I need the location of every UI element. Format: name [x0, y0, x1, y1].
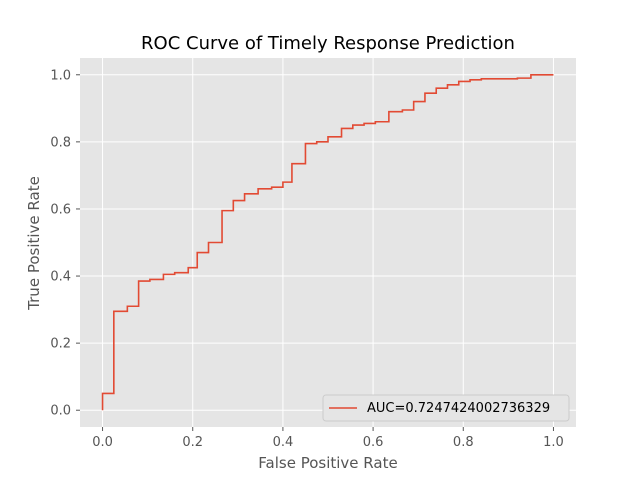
series-layer [101, 73, 554, 411]
y-tick-label: 0.2 [50, 337, 71, 352]
legend-box [322, 394, 570, 422]
chart-title: ROC Curve of Timely Response Prediction [141, 33, 515, 54]
x-tick-label: 0.2 [182, 435, 203, 450]
x-tick-label: 0.6 [363, 435, 384, 450]
legend-label: AUC=0.7247424002736329 [367, 401, 550, 416]
legend: AUC=0.7247424002736329 [322, 394, 570, 422]
roc-curve-line [101, 73, 554, 411]
y-tick-label: 1.0 [50, 68, 71, 83]
y-axis-label: True Positive Rate [25, 176, 43, 311]
y-tick-label: 0.0 [50, 404, 71, 419]
plot-area [80, 58, 576, 427]
axis-ticks: 0.0 0.2 0.4 0.6 0.8 1.0 0.0 0.2 0.4 0.6 0.8 1.0 [50, 68, 563, 450]
x-tick-label: 1.0 [543, 435, 564, 450]
y-tick-label: 0.8 [50, 135, 71, 150]
x-tick-label: 0.4 [273, 435, 294, 450]
x-tick-label: 0.8 [453, 435, 474, 450]
y-tick-label: 0.6 [50, 202, 71, 217]
x-axis-label: False Positive Rate [258, 454, 397, 472]
x-tick-label: 0.0 [92, 435, 113, 450]
y-tick-label: 0.4 [50, 270, 71, 285]
